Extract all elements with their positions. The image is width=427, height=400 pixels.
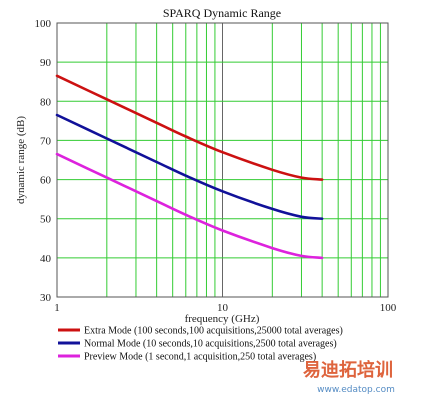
grid bbox=[57, 23, 388, 297]
y-tick-label: 40 bbox=[40, 253, 52, 265]
series-line-2 bbox=[55, 152, 324, 260]
legend-label-1: Normal Mode (10 seconds,10 acquisitions,… bbox=[84, 339, 337, 350]
series-line-1 bbox=[55, 113, 324, 220]
watermark-url: www.edatop.com bbox=[317, 385, 395, 395]
y-tick-label: 30 bbox=[40, 292, 52, 304]
x-tick-label: 1 bbox=[54, 302, 60, 314]
y-tick-label: 60 bbox=[40, 175, 52, 187]
y-tick-label: 50 bbox=[40, 214, 52, 226]
chart-title: SPARQ Dynamic Range bbox=[163, 6, 281, 20]
y-tick-label: 70 bbox=[40, 135, 52, 147]
x-tick-label: 100 bbox=[380, 302, 397, 314]
legend-label-2: Preview Mode (1 second,1 acquisition,250… bbox=[84, 352, 316, 363]
watermark-text: 易迪拓培训 bbox=[303, 359, 393, 381]
y-axis-label: dynamic range (dB) bbox=[15, 116, 27, 204]
y-tick-label: 90 bbox=[40, 57, 52, 69]
x-tick-labels: 1 10 100 bbox=[54, 302, 397, 314]
y-tick-labels: 30 40 50 60 70 80 90 100 bbox=[35, 18, 52, 304]
y-tick-label: 100 bbox=[35, 18, 52, 30]
watermark: 易迪拓培训 www.edatop.com bbox=[303, 359, 395, 395]
x-tick-label: 10 bbox=[217, 302, 229, 314]
y-tick-label: 80 bbox=[40, 96, 52, 108]
plot-frame bbox=[56, 22, 389, 298]
series-line-0 bbox=[55, 74, 324, 181]
x-axis-label: frequency (GHz) bbox=[185, 313, 260, 325]
series-lines bbox=[55, 74, 324, 260]
legend-label-0: Extra Mode (100 seconds,100 acquisitions… bbox=[84, 326, 343, 337]
legend: Extra Mode (100 seconds,100 acquisitions… bbox=[58, 326, 343, 363]
